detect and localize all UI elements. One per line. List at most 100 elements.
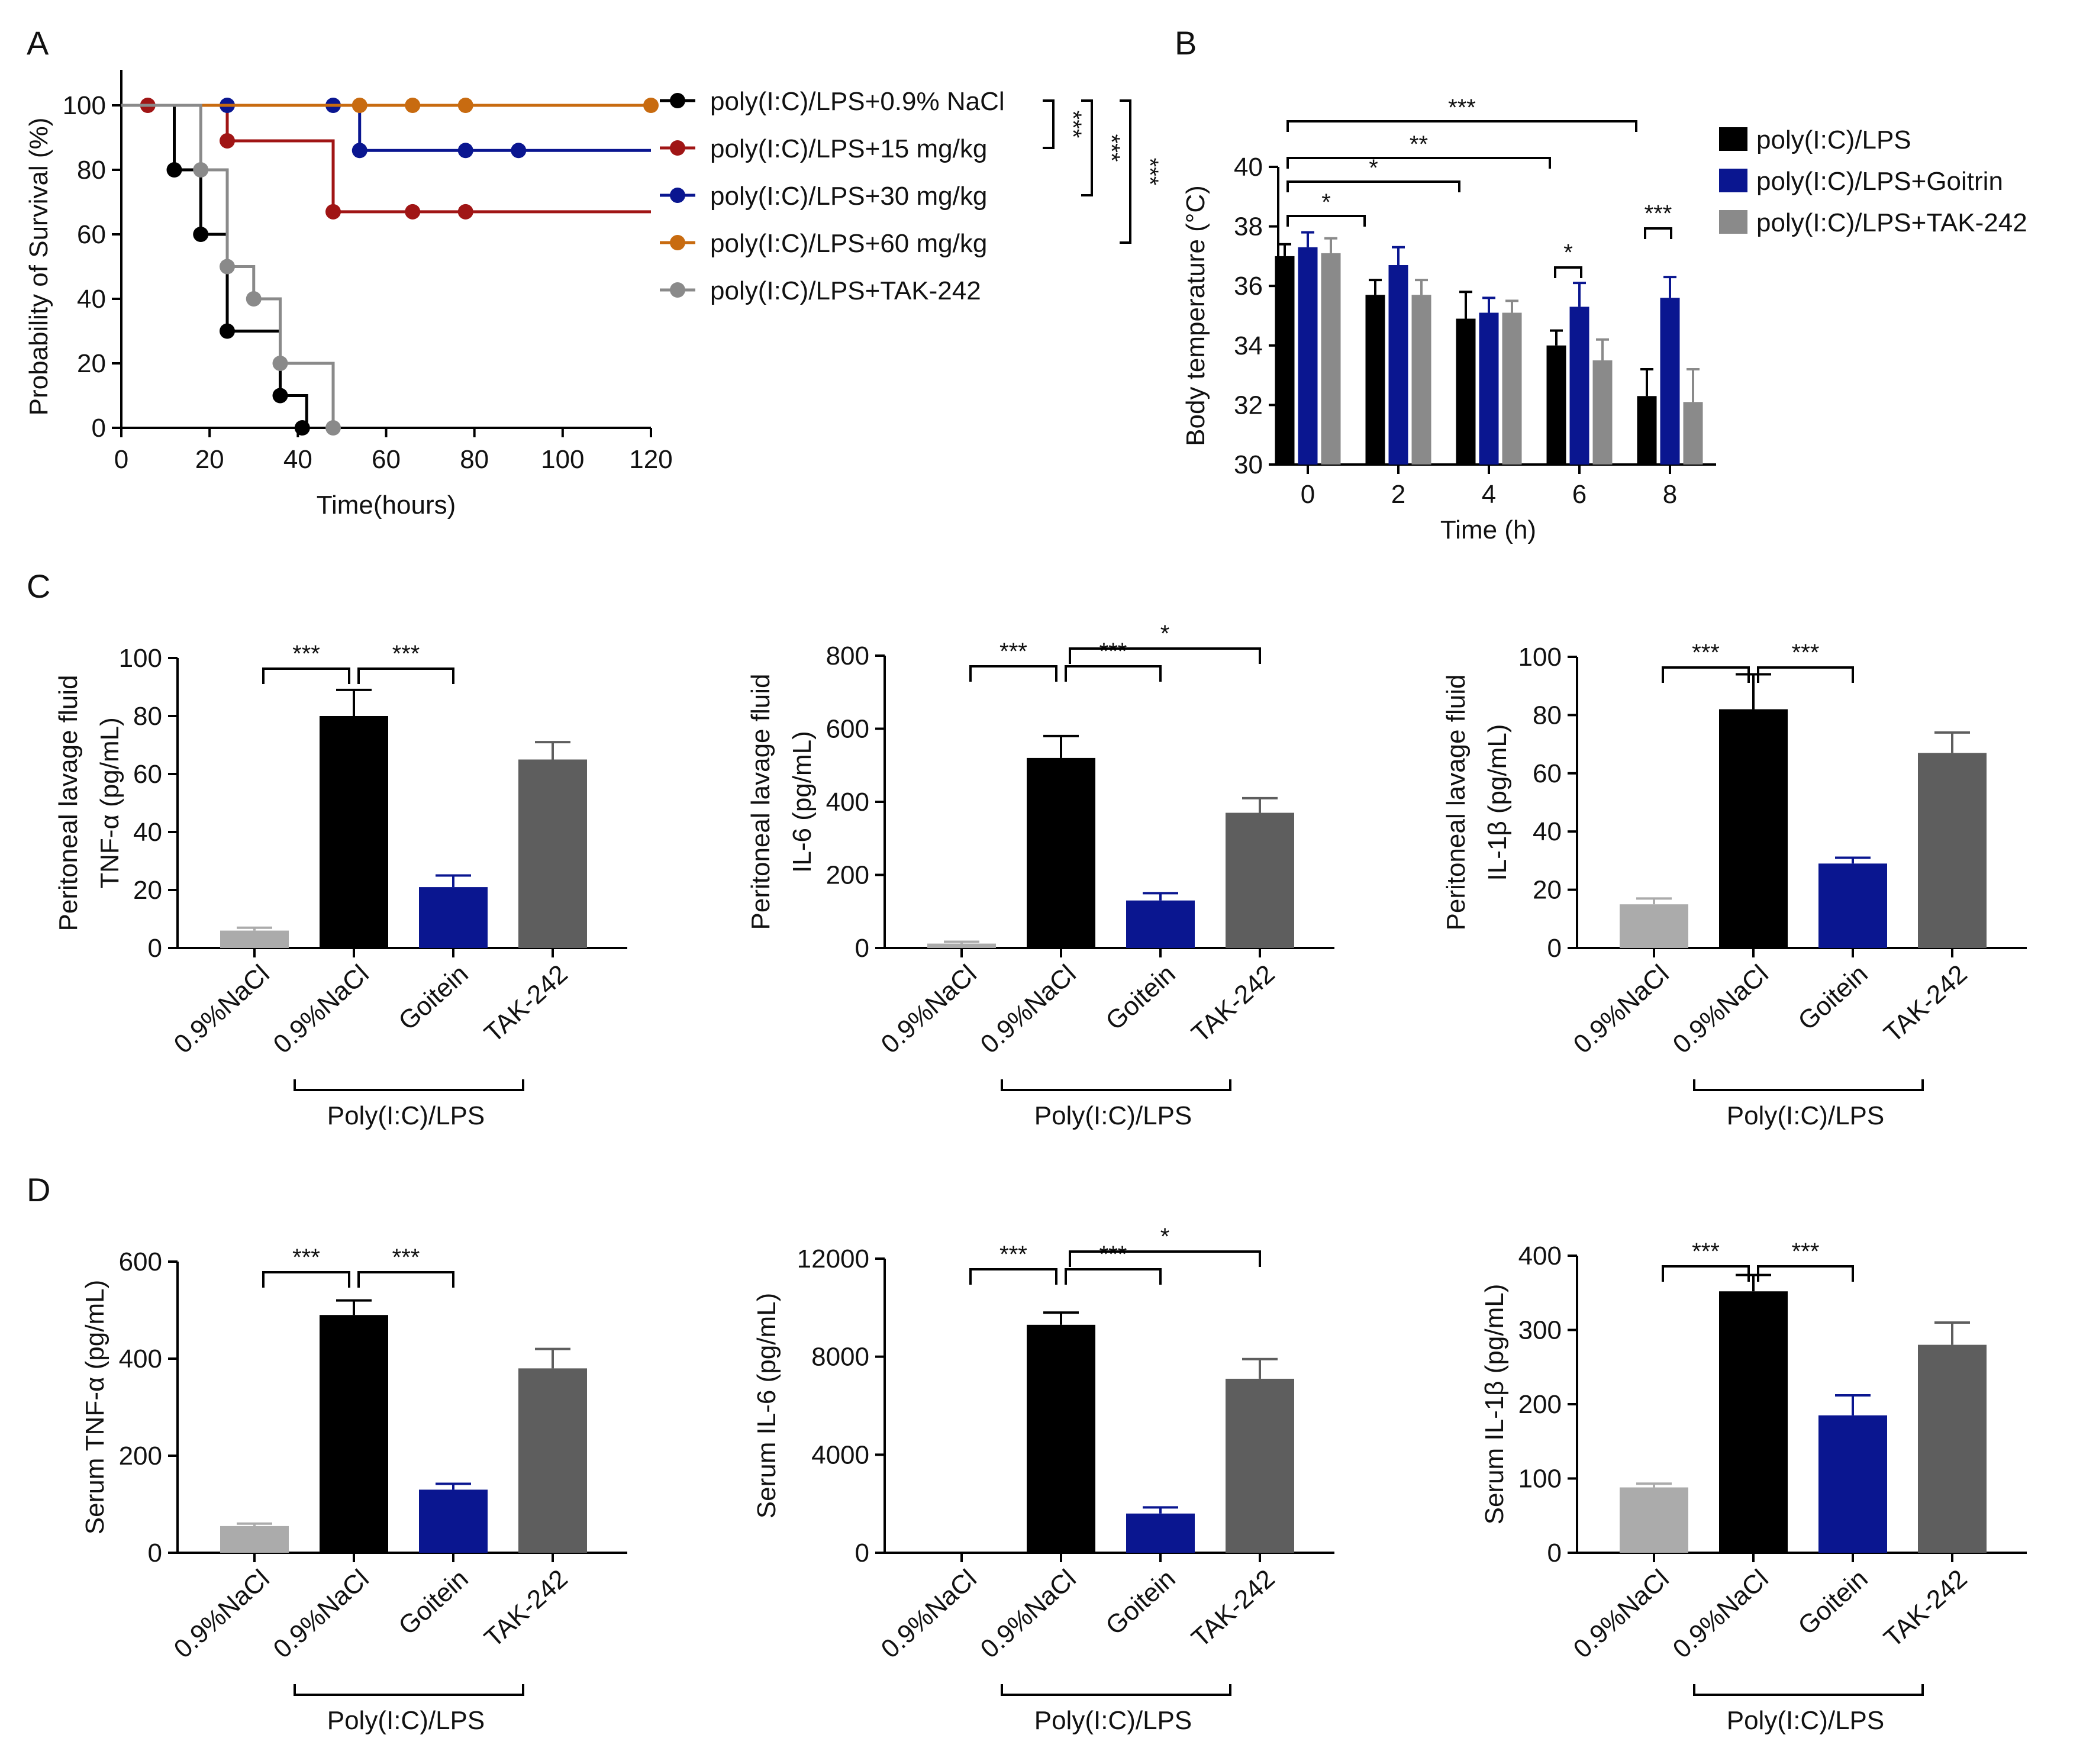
- significance-label: ***: [1099, 638, 1127, 665]
- panel-letter-d: D: [27, 1171, 50, 1208]
- legend-label-3: poly(I:C)/LPS+60 mg/kg: [710, 229, 987, 258]
- significance-label: ***: [1137, 158, 1163, 186]
- group-bracket: [1001, 1684, 1231, 1696]
- x-tick-label: 0.9%NaCl: [1668, 959, 1774, 1059]
- significance-bracket: [1757, 1265, 1854, 1282]
- significance-bracket: [1069, 647, 1261, 664]
- bar-2: [1126, 900, 1195, 948]
- x-tick-label: TAK-242: [1186, 959, 1280, 1048]
- x-axis-label: Time (h): [1440, 515, 1536, 544]
- legend-swatch-1: [1719, 169, 1747, 192]
- x-tick-label: Goitein: [1100, 1564, 1181, 1641]
- y-tick-label: 100: [63, 91, 106, 120]
- significance-bracket: [1662, 1265, 1750, 1282]
- y-tick-label: 38: [1234, 212, 1263, 241]
- x-axis-label: Time(hours): [317, 491, 456, 520]
- x-tick-label: 40: [283, 445, 312, 474]
- survival-marker-2: [352, 143, 367, 159]
- legend-marker-4: [670, 282, 685, 298]
- y-axis-label: IL-1β (pg/mL): [1483, 724, 1512, 881]
- group-label: Poly(I:C)/LPS: [1727, 1101, 1885, 1130]
- bar-1: [1660, 298, 1680, 465]
- x-tick-label: 4: [1482, 480, 1496, 509]
- y-axis-label: Peritoneal lavage fluid: [1442, 675, 1471, 931]
- y-tick-label: 0: [855, 1539, 869, 1568]
- bar-2: [1411, 295, 1431, 465]
- x-tick-label: 0: [114, 445, 128, 474]
- legend-swatch-0: [1719, 127, 1747, 151]
- significance-bracket: [357, 667, 454, 684]
- y-tick-label: 80: [1533, 701, 1562, 730]
- survival-marker-1: [220, 133, 235, 149]
- y-tick-label: 600: [119, 1247, 162, 1276]
- group-label: Poly(I:C)/LPS: [1034, 1101, 1192, 1130]
- x-tick-label: TAK-242: [1878, 959, 1972, 1048]
- significance-bracket: [969, 1268, 1057, 1285]
- survival-marker-1: [405, 204, 421, 220]
- y-tick-label: 0: [92, 414, 106, 443]
- y-tick-label: 8000: [811, 1343, 869, 1372]
- bar-3: [1918, 753, 1987, 948]
- significance-label: *: [1160, 1224, 1170, 1250]
- group-label: Poly(I:C)/LPS: [327, 1706, 485, 1735]
- x-tick-label: 120: [629, 445, 672, 474]
- y-tick-label: 60: [1533, 759, 1562, 788]
- significance-bracket: [1286, 120, 1637, 132]
- significance-bracket: [1120, 99, 1131, 244]
- legend-marker-1: [670, 140, 685, 156]
- group-label: Poly(I:C)/LPS: [1034, 1706, 1192, 1735]
- significance-bracket: [1286, 180, 1460, 192]
- significance-label: ***: [1099, 1241, 1127, 1268]
- y-tick-label: 40: [1533, 817, 1562, 846]
- group-bracket: [294, 1079, 524, 1091]
- y-tick-label: 80: [133, 702, 162, 731]
- y-tick-label: 400: [826, 788, 869, 817]
- significance-bracket: [1069, 1250, 1261, 1267]
- survival-marker-0: [220, 323, 235, 339]
- bar-0: [220, 1526, 289, 1553]
- significance-bracket: [357, 1271, 454, 1288]
- bar-2: [1818, 863, 1887, 948]
- x-tick-label: 2: [1391, 480, 1405, 509]
- y-tick-label: 400: [119, 1344, 162, 1373]
- y-tick-label: 200: [119, 1441, 162, 1470]
- y-tick-label: 36: [1234, 272, 1263, 301]
- y-tick-label: 40: [1234, 153, 1263, 182]
- x-tick-label: 0: [1301, 480, 1315, 509]
- y-tick-label: 4000: [811, 1440, 869, 1469]
- x-tick-label: TAK-242: [479, 959, 573, 1048]
- significance-label: ***: [1448, 95, 1476, 121]
- group-label: Poly(I:C)/LPS: [1727, 1706, 1885, 1735]
- y-tick-label: 200: [826, 861, 869, 890]
- significance-label: ***: [1645, 201, 1672, 227]
- serum-il6-chart: 0 4000 8000 12000 Serum IL-6 (pg/mL) 0.9%NaCl…: [752, 1224, 1334, 1735]
- survival-marker-0: [193, 227, 209, 242]
- survival-line-0: [121, 104, 308, 428]
- significance-label: *: [1160, 621, 1170, 647]
- bar-1: [1027, 757, 1095, 948]
- y-tick-label: 30: [1234, 450, 1263, 479]
- legend-swatch-2: [1719, 210, 1747, 234]
- significance-label: ***: [392, 641, 420, 667]
- bar-1: [1719, 1291, 1788, 1553]
- legend-label-0: poly(I:C)/LPS+0.9% NaCl: [710, 87, 1005, 116]
- survival-chart: 0 20 40 60 80 100 0 20 40 60 80 100 120 Time(hours) Pr…: [24, 70, 1163, 520]
- legend-label-1: poly(I:C)/LPS+Goitrin: [1756, 167, 2003, 196]
- bar-3: [1226, 812, 1294, 948]
- x-tick-label: 0.9%NaCl: [268, 1564, 375, 1664]
- significance-label: **: [1410, 131, 1428, 157]
- survival-marker-0: [272, 388, 288, 404]
- bar-1: [1298, 247, 1318, 465]
- significance-label: ***: [1792, 1239, 1820, 1265]
- legend-label-4: poly(I:C)/LPS+TAK-242: [710, 276, 981, 305]
- significance-label: ***: [392, 1244, 420, 1270]
- significance-label: ***: [999, 1241, 1027, 1268]
- survival-marker-3: [643, 98, 659, 113]
- bar-3: [1918, 1344, 1987, 1553]
- significance-bracket: [262, 667, 350, 684]
- y-axis-label: TNF-α (pg/mL): [95, 717, 124, 888]
- x-tick-label: 80: [460, 445, 489, 474]
- y-tick-label: 20: [77, 349, 106, 378]
- y-tick-label: 0: [855, 934, 869, 963]
